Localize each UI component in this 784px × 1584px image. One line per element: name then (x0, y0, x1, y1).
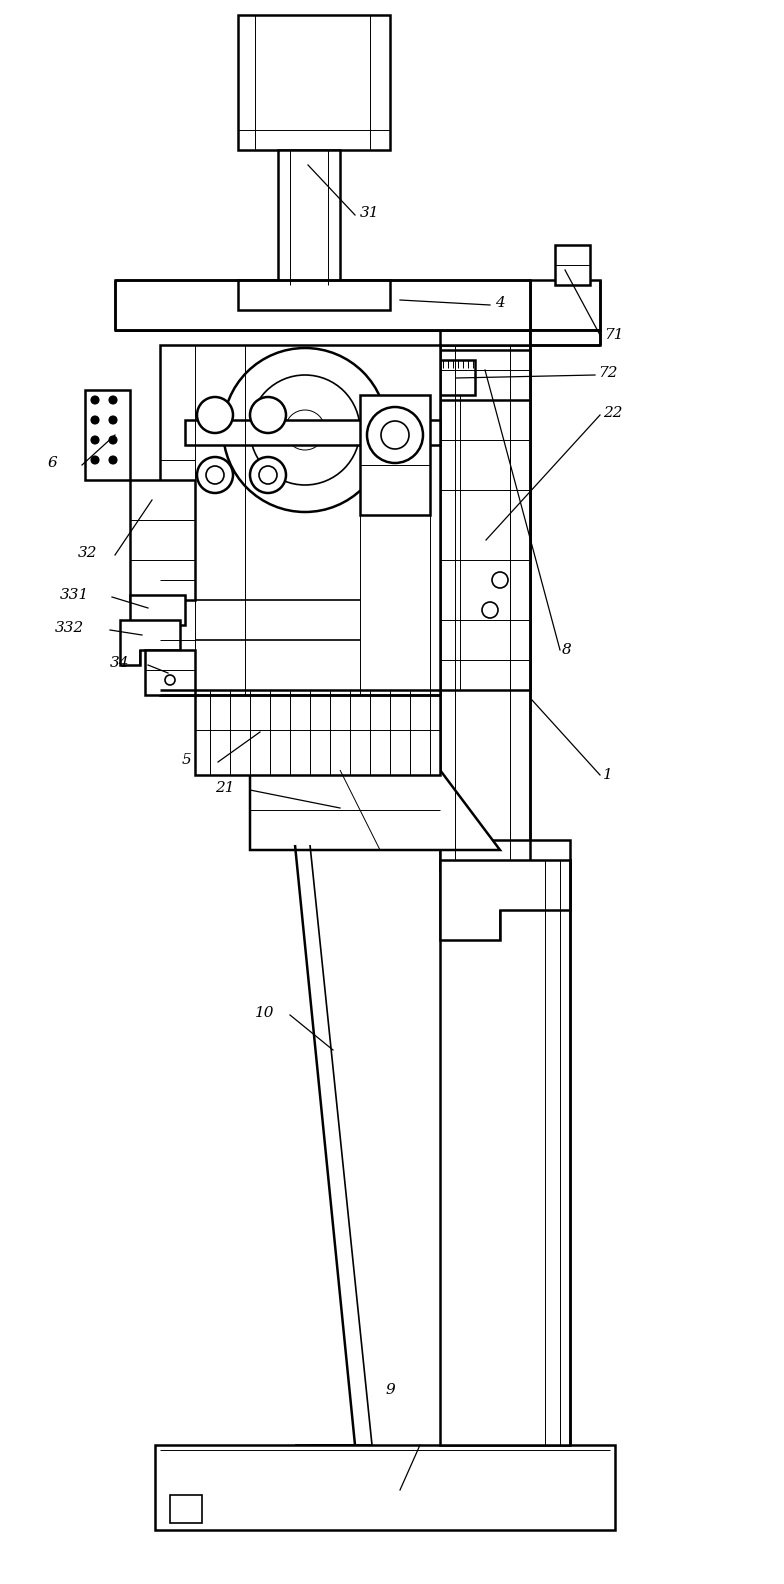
Polygon shape (115, 280, 600, 345)
Circle shape (367, 407, 423, 463)
Polygon shape (160, 345, 440, 695)
Polygon shape (145, 649, 195, 695)
Circle shape (482, 602, 498, 618)
Circle shape (285, 410, 325, 450)
Circle shape (109, 436, 117, 444)
Text: 31: 31 (360, 206, 379, 220)
Polygon shape (278, 150, 340, 285)
Text: 1: 1 (603, 768, 613, 782)
Circle shape (250, 398, 286, 432)
Polygon shape (238, 280, 390, 310)
Polygon shape (195, 691, 440, 775)
Bar (170, 1495, 202, 1522)
Text: 6: 6 (48, 456, 58, 470)
Text: 332: 332 (55, 621, 84, 635)
Circle shape (91, 417, 99, 425)
Text: 21: 21 (215, 781, 234, 795)
Text: 22: 22 (603, 406, 622, 420)
Text: 34: 34 (110, 656, 129, 670)
Circle shape (91, 436, 99, 444)
Polygon shape (185, 420, 440, 445)
Polygon shape (250, 770, 500, 851)
Polygon shape (238, 14, 390, 150)
Circle shape (492, 572, 508, 588)
Polygon shape (440, 345, 570, 1445)
Circle shape (197, 458, 233, 493)
Text: 8: 8 (562, 643, 572, 657)
Text: 5: 5 (182, 752, 192, 767)
Circle shape (197, 398, 233, 432)
Polygon shape (85, 390, 130, 480)
Polygon shape (440, 360, 475, 394)
Text: 331: 331 (60, 588, 89, 602)
Text: 71: 71 (604, 328, 623, 342)
Polygon shape (120, 619, 180, 665)
Circle shape (259, 466, 277, 485)
Polygon shape (130, 480, 195, 600)
Circle shape (91, 456, 99, 464)
Text: 4: 4 (495, 296, 505, 310)
Polygon shape (360, 394, 430, 515)
Polygon shape (155, 1445, 615, 1530)
Circle shape (206, 466, 224, 485)
Circle shape (223, 348, 387, 512)
Polygon shape (440, 840, 570, 870)
Circle shape (250, 458, 286, 493)
Circle shape (109, 417, 117, 425)
Circle shape (109, 396, 117, 404)
Text: 9: 9 (385, 1383, 395, 1397)
Polygon shape (440, 860, 570, 939)
Circle shape (250, 375, 360, 485)
Circle shape (381, 421, 409, 448)
Circle shape (109, 456, 117, 464)
Circle shape (91, 396, 99, 404)
Polygon shape (115, 280, 600, 345)
Polygon shape (130, 596, 185, 626)
Polygon shape (440, 394, 530, 691)
Polygon shape (440, 350, 530, 401)
Polygon shape (555, 246, 590, 285)
Text: 10: 10 (255, 1006, 274, 1020)
Text: 72: 72 (598, 366, 618, 380)
Circle shape (165, 675, 175, 684)
Text: 32: 32 (78, 546, 97, 561)
